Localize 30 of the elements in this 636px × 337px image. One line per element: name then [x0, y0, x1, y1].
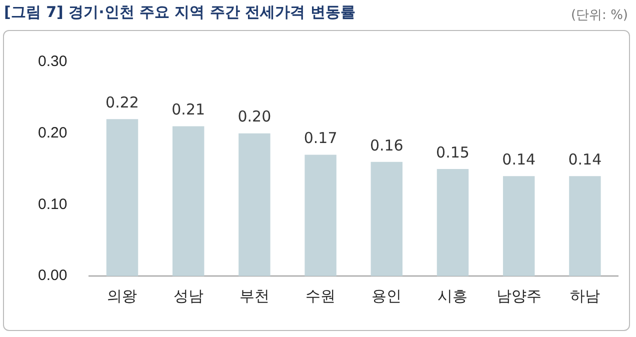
data-label: 0.14 — [502, 150, 536, 169]
bar — [569, 176, 601, 276]
y-tick-label: 0.00 — [38, 267, 68, 284]
bar — [304, 154, 336, 276]
bar — [106, 119, 138, 276]
bar — [172, 126, 204, 276]
data-label: 0.22 — [106, 93, 139, 112]
x-tick-label: 부천 — [239, 288, 270, 306]
data-label: 0.17 — [304, 129, 338, 148]
y-tick-label: 0.10 — [38, 196, 68, 213]
x-tick-label: 하남 — [570, 288, 600, 306]
x-tick-label: 용인 — [372, 288, 402, 306]
bar — [370, 162, 403, 276]
y-tick-label: 0.30 — [38, 53, 68, 70]
x-tick-label: 남양주 — [496, 288, 542, 306]
bar — [238, 133, 270, 276]
chart-title: [그림 7] 경기·인천 주요 지역 주간 전세가격 변동률 — [4, 3, 356, 22]
bar — [436, 169, 469, 276]
y-tick-label: 0.20 — [38, 124, 68, 142]
x-tick-label: 의왕 — [107, 288, 138, 306]
data-label: 0.15 — [436, 143, 470, 162]
data-label: 0.21 — [172, 100, 206, 119]
data-label: 0.16 — [370, 136, 404, 154]
data-label: 0.14 — [568, 150, 602, 169]
text: (단위: %) — [570, 7, 628, 24]
x-tick-label: 성남 — [173, 288, 204, 306]
x-tick-label: 수원 — [306, 288, 336, 306]
bar — [502, 176, 535, 276]
data-label: 0.20 — [238, 108, 272, 126]
x-tick-label: 시흥 — [438, 288, 468, 306]
